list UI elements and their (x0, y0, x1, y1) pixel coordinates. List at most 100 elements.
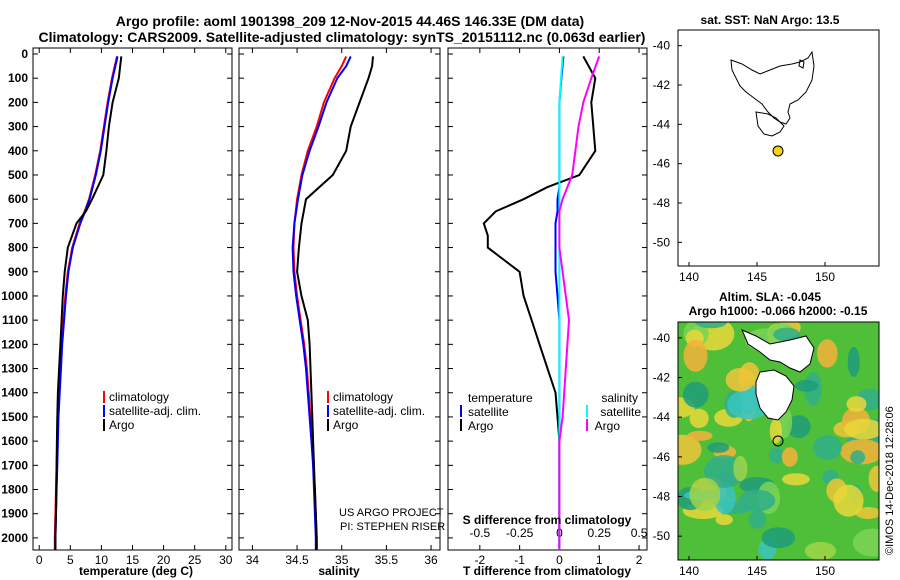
difference-series-group (482, 55, 601, 550)
difference-frame (447, 47, 648, 551)
salinity-diff-tick-label: 0.5 (631, 526, 648, 540)
salinity-xtick-label: 35 (335, 553, 349, 567)
temperature-xtick-label: 5 (67, 553, 74, 567)
sla-anomaly-blob (847, 346, 860, 377)
sla-anomaly-blob (804, 541, 837, 560)
salinity-series-group (291, 55, 374, 550)
depth-tick-label: 700 (8, 216, 28, 230)
difference-xtick-label: -1 (514, 553, 525, 567)
sst-map-ytick-label: -48 (653, 196, 671, 210)
mainland-land (741, 329, 815, 373)
depth-tick-label: 200 (8, 95, 28, 109)
argo-location-ring (772, 435, 784, 447)
sla-anomaly-blob (725, 368, 755, 392)
sla-anomaly-blob (769, 418, 783, 444)
legend-label-sal-satellite: satellite (600, 405, 641, 419)
difference-xtick-label: 2 (636, 553, 643, 567)
sst-map: -40 -42 -44 -46 -48 -50 140 145 150 (653, 29, 880, 284)
sla-anomaly-blob (846, 396, 867, 412)
salinity-annotation: US ARGO PROJECT PI: STEPHEN RISER (339, 507, 445, 533)
depth-tick-label: 1400 (1, 386, 28, 400)
salinity-diff-tick-label: -0.5 (469, 526, 490, 540)
depth-tick-label: 100 (8, 71, 28, 85)
salinity-xtick-label: 36 (424, 553, 438, 567)
depth-tick-label: 900 (8, 265, 28, 279)
figure-title-line1: Argo profile: aoml 1901398_209 12-Nov-20… (116, 13, 584, 29)
legend-label-climatology: climatology (109, 390, 169, 404)
sla-anomaly-blob (852, 528, 879, 557)
sst-map-axes: -40 -42 -44 -46 -48 -50 140 145 150 (653, 39, 836, 284)
legend-title-salinity: salinity (601, 391, 638, 405)
difference-xlabel: T difference from climatology (463, 564, 631, 578)
legend-label-satellite: satellite-adj. clim. (333, 404, 425, 418)
depth-tick-label: 1700 (1, 458, 28, 472)
legend-swatch-climatology (327, 391, 329, 403)
sla-anomaly-blob (689, 477, 721, 511)
map-top-title: sat. SST: NaN Argo: 13.5 (701, 13, 840, 27)
legend-swatch-argo (103, 419, 105, 431)
altimetry-map-xtick-label: 145 (747, 564, 767, 578)
legend-swatch-satellite (103, 405, 105, 417)
altimetry-map-ytick-label: -46 (653, 450, 671, 464)
sla-anomaly-blob (850, 450, 866, 465)
difference-panel: -2 -1 0 1 2-0.5 -0.25 0 0.25 0.5 (447, 47, 648, 567)
depth-tick-label: 2000 (1, 531, 28, 545)
difference-xtick-label: 1 (596, 553, 603, 567)
sla-anomaly-blob (833, 484, 864, 517)
sla-anomaly-blob (678, 434, 702, 465)
sst-map-frame (677, 29, 880, 267)
altimetry-map-xtick-label: 140 (679, 564, 699, 578)
sst-map-ytick-label: -40 (653, 39, 671, 53)
altimetry-map-ytick-label: -42 (653, 371, 671, 385)
altimetry-map-ytick-label: -48 (653, 490, 671, 504)
sst-map-xtick-label: 150 (815, 270, 835, 284)
altimetry-map: -40 -42 -44 -46 -48 -50 140 145 150 (653, 321, 880, 578)
temperature-xtick-label: 25 (188, 553, 202, 567)
depth-tick-label: 400 (8, 144, 28, 158)
legend-swatch-climatology (103, 391, 105, 403)
altimetry-map-xtick-label: 150 (815, 564, 835, 578)
legend-swatch-sal-argo (586, 419, 588, 431)
salinity-xtick-label: 34.5 (285, 553, 309, 567)
altimetry-map-axes: -40 -42 -44 -46 -48 -50 140 145 150 (653, 331, 836, 578)
temperature-xtick-label: 15 (126, 553, 140, 567)
map-bottom-title2: Argo h1000: -0.066 h2000: -0.15 (689, 304, 868, 318)
sla-anomaly-blob (738, 489, 776, 512)
sla-anomaly-blob (786, 415, 811, 439)
legend-label-sal-argo: Argo (595, 419, 621, 433)
sla-anomaly-blob (773, 327, 800, 342)
salinity-panel: 34 34.5 35 35.5 36 (238, 47, 441, 567)
sla-anomaly-blob (781, 447, 798, 467)
sla-anomaly-blob (761, 527, 796, 549)
sla-anomaly-blob (844, 418, 879, 440)
sla-anomaly-blob (748, 510, 767, 529)
altimetry-map-ytick-label: -44 (653, 410, 671, 424)
tasmania-land (755, 369, 795, 421)
legend-label-temp-argo: Argo (468, 419, 494, 433)
depth-tick-label: 300 (8, 120, 28, 134)
sla-anomaly-blob (683, 339, 708, 372)
sst-map-ytick-label: -42 (653, 78, 671, 92)
sla-anomaly-blob (817, 339, 838, 368)
difference-secondary-xlabel: S difference from climatology (463, 513, 632, 527)
depth-tick-label: 1600 (1, 434, 28, 448)
salinity-xtick-label: 35.5 (375, 553, 399, 567)
argo-location-marker (772, 145, 784, 157)
legend-label-climatology: climatology (333, 390, 393, 404)
sla-anomaly-blob (868, 465, 879, 492)
sst-map-xtick-label: 140 (679, 270, 699, 284)
depth-tick-label: 0 (21, 47, 28, 61)
difference-line-salinity-argo (558, 56, 601, 550)
legend-title-temperature: temperature (468, 391, 533, 405)
temperature-xlabel: temperature (deg C) (79, 564, 193, 578)
sst-map-ytick-label: -46 (653, 157, 671, 171)
sla-anomaly-blob (695, 322, 728, 329)
legend-swatch-temp-argo (460, 419, 462, 431)
sla-anomaly-blob (794, 379, 819, 392)
depth-tick-label: 1900 (1, 507, 28, 521)
temperature-xtick-label: 20 (157, 553, 171, 567)
depth-tick-label: 800 (8, 241, 28, 255)
legend-swatch-temp-satellite (460, 405, 462, 417)
